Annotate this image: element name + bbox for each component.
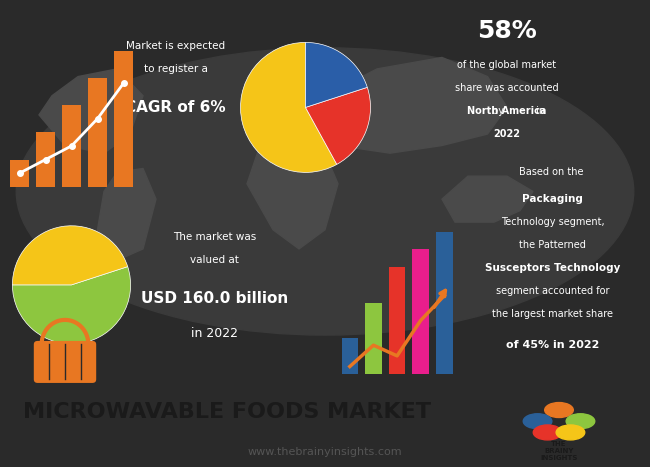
Bar [365,303,382,374]
Text: valued at: valued at [190,255,239,265]
Text: North America: North America [467,106,547,116]
Text: segment accounted for: segment accounted for [496,286,609,296]
Polygon shape [98,169,156,261]
Text: in 2022: in 2022 [191,326,238,340]
Text: THE
BRAINY
INSIGHTS: THE BRAINY INSIGHTS [540,441,578,461]
Text: 58%: 58% [477,19,537,42]
Bar [389,267,406,374]
Text: Susceptors Technology: Susceptors Technology [485,263,620,273]
Wedge shape [240,42,337,172]
Text: CAGR of 6%: CAGR of 6% [125,100,226,115]
Bar [88,78,107,187]
Text: The market was: The market was [173,233,256,242]
FancyBboxPatch shape [34,341,96,383]
Text: USD 160.0 billion: USD 160.0 billion [141,291,288,306]
Bar [341,338,358,374]
Text: by: by [492,106,507,116]
Text: www.thebrainyinsights.com: www.thebrainyinsights.com [248,447,402,457]
Text: the Patterned: the Patterned [519,240,586,250]
Wedge shape [306,87,370,164]
Bar [10,160,29,187]
Text: Technology segment,: Technology segment, [500,217,604,227]
Circle shape [533,425,562,440]
Text: Packaging: Packaging [522,194,583,204]
Wedge shape [12,267,131,344]
Circle shape [556,425,585,440]
Text: Market is expected: Market is expected [126,41,225,51]
Text: MICROWAVABLE FOODS MARKET: MICROWAVABLE FOODS MARKET [23,403,432,422]
Text: Based on the: Based on the [519,167,586,177]
Polygon shape [442,176,533,222]
Polygon shape [39,69,143,153]
Text: of the global market: of the global market [458,60,556,70]
Text: of 45% in 2022: of 45% in 2022 [506,340,599,350]
Text: %: % [1,353,32,382]
Bar [36,132,55,187]
Bar [436,232,452,374]
Circle shape [566,414,595,429]
Circle shape [545,403,573,417]
Text: the largest market share: the largest market share [492,309,613,319]
Text: in: in [533,106,545,116]
Text: share was accounted: share was accounted [455,83,559,93]
Polygon shape [247,146,338,249]
Bar [413,249,429,374]
Text: 2022: 2022 [493,129,521,139]
Circle shape [523,414,552,429]
Wedge shape [12,226,127,285]
Ellipse shape [16,48,634,335]
Polygon shape [312,57,507,153]
Bar [62,105,81,187]
Text: to register a: to register a [144,64,207,74]
Bar [114,50,133,187]
Polygon shape [247,77,325,134]
Wedge shape [306,42,367,107]
